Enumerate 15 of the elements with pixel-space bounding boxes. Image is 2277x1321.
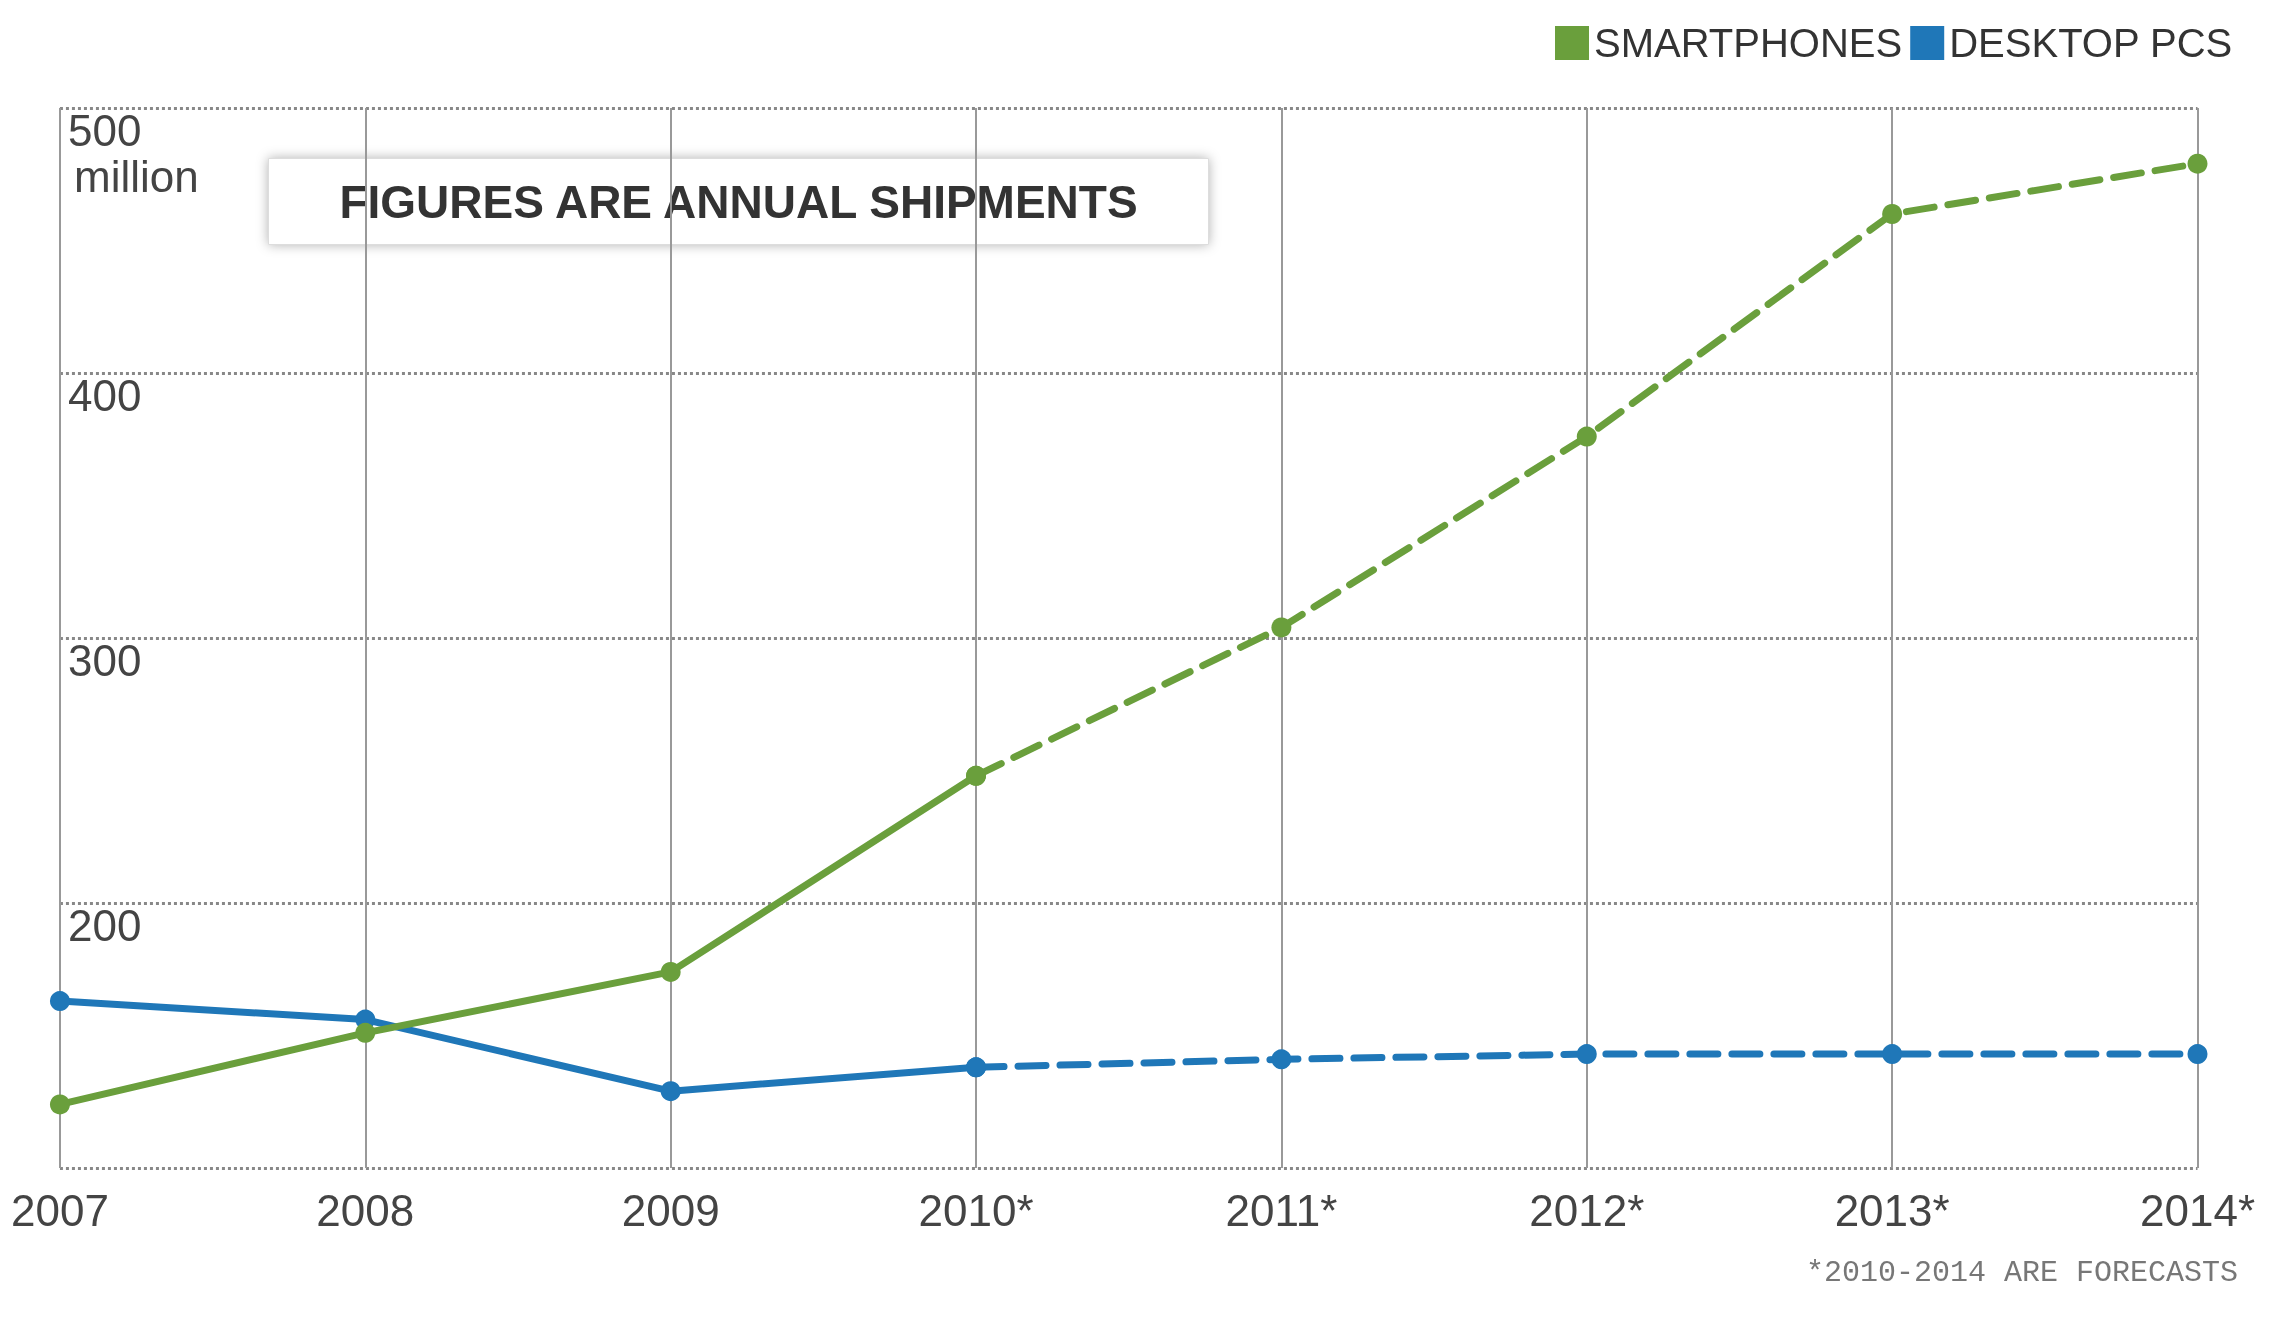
x-tick-label: 2013* [1834, 1185, 1950, 1235]
x-tick-label: 2014* [2139, 1185, 2255, 1235]
x-tick-label: 2012* [1529, 1185, 1645, 1235]
legend-label: SMARTPHONES [1594, 21, 1903, 65]
y-tick-label: 200 [67, 900, 142, 950]
legend-label: DESKTOP PCS [1949, 21, 2233, 65]
annotation: FIGURES ARE ANNUAL SHIPMENTS [339, 175, 1138, 228]
x-tick-label: 2010* [918, 1185, 1034, 1235]
x-tick-label: 2009 [621, 1185, 720, 1235]
text: *2010-2014 ARE FORECASTS [1805, 1256, 2239, 1290]
y-tick-label: 300 [67, 635, 142, 685]
y-tick-label: 400 [67, 370, 142, 420]
x-tick-label: 2008 [316, 1185, 415, 1235]
x-tick-label: 2011* [1225, 1185, 1338, 1235]
x-tick-label: 2007 [11, 1185, 109, 1235]
